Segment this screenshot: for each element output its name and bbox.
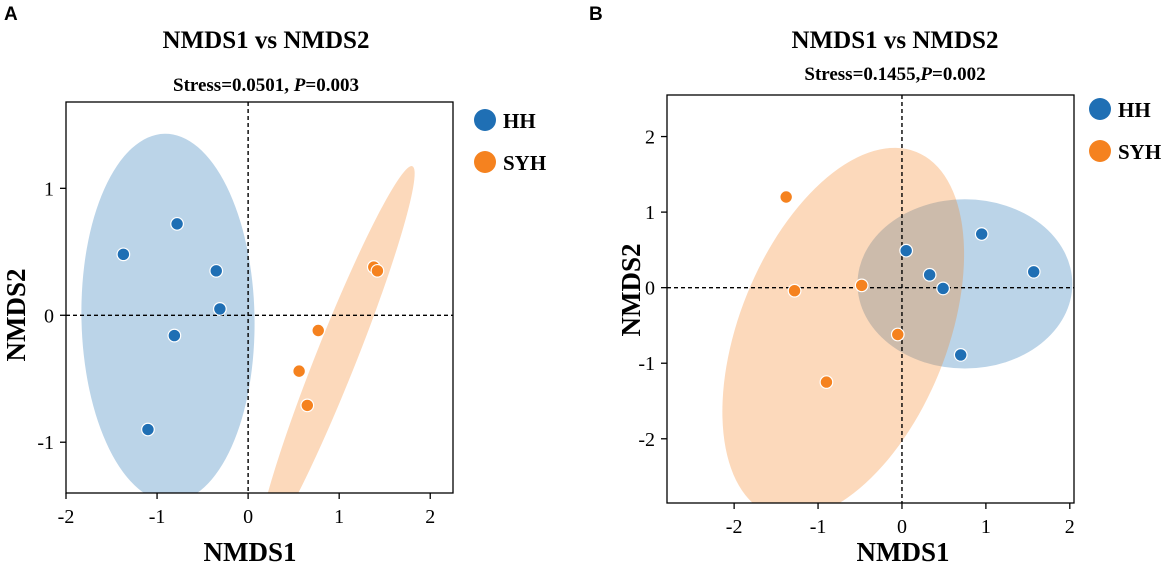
panel-a-xtick-label: 2 <box>425 506 435 528</box>
panel-a-xtick-label: 1 <box>334 506 344 528</box>
panel-b-ytick-label: -1 <box>638 353 655 375</box>
panel-b-ytick-label: 2 <box>645 127 655 149</box>
panel-b-hh-ellipse <box>857 199 1073 369</box>
panel-b-hh-point <box>1026 264 1041 279</box>
panel-a-hh-point <box>212 302 227 316</box>
panel-a-xtick-label: -1 <box>149 506 166 528</box>
panel-a-ylabel: NMDS2 <box>1 269 31 362</box>
panel-b-legend-syh-marker <box>1089 140 1111 162</box>
panel-b-hh-point <box>936 281 950 296</box>
panel-b-xlabel: NMDS1 <box>857 537 950 566</box>
panel-b-syh-point <box>779 190 794 204</box>
panel-b-plot: -2 -1 0 1 2 -2 -1 0 1 2 HH SYH <box>638 94 1161 538</box>
panel-b-syh-ellipse <box>722 147 965 503</box>
panel-b-title: NMDS1 vs NMDS2 <box>792 27 999 54</box>
panel-a-frame <box>65 101 454 494</box>
panel-a-hh-point <box>170 216 184 231</box>
panel-b-syh-point <box>854 278 869 293</box>
panel-b-ellipses <box>722 147 1073 503</box>
panel-a-legend-syh-label: SYH <box>503 151 546 175</box>
panel-b-ytick-label: 1 <box>645 202 655 224</box>
panel-a-syh-point <box>300 398 315 413</box>
panel-a-ellipses <box>81 133 415 493</box>
panel-b-syh-point <box>787 283 802 298</box>
panel-b-ytick-label: 0 <box>645 278 655 300</box>
panel-b-hh-point <box>899 243 914 258</box>
panel-b-frame <box>666 94 1075 504</box>
panel-b-hh-point <box>922 267 937 282</box>
panel-a-xtick-label: 0 <box>243 506 253 528</box>
panel-a-title: NMDS1 vs NMDS2 <box>163 27 370 54</box>
panel-b-legend-hh-marker <box>1089 98 1111 120</box>
panel-a-syh-ellipse <box>258 166 415 493</box>
panel-b-syh-point <box>890 327 905 342</box>
panel-a-subtitle: Stress=0.0501, P=0.003 <box>173 75 359 96</box>
panel-a-xtick-label: -2 <box>58 506 75 528</box>
panel-b-xtick-label: 2 <box>1065 516 1075 538</box>
panel-a-xlabel: NMDS1 <box>204 537 297 566</box>
panel-a-hh-point <box>167 328 182 343</box>
panel-a-legend-hh-marker <box>474 109 496 131</box>
panel-a-ytick-label: -1 <box>37 432 54 454</box>
panel-a-letter: A <box>4 4 18 25</box>
panel-a-hh-point <box>209 263 224 278</box>
panel-a-plot: -2 -1 0 1 2 -1 0 1 HH SYH <box>37 101 546 528</box>
panel-b-letter: B <box>589 4 603 25</box>
panel-a-hh-point <box>116 247 131 262</box>
panel-b-ylabel: NMDS2 <box>616 244 646 337</box>
panel-b-ytick-label: -2 <box>638 429 655 451</box>
panel-a-syh-point <box>311 323 326 338</box>
panel-b-legend-hh-label: HH <box>1118 98 1151 122</box>
panel-a-syh-point <box>292 364 307 379</box>
panel-b-xtick-label: -2 <box>726 516 743 538</box>
panel-b-subtitle: Stress=0.1455,P=0.002 <box>804 64 985 85</box>
panel-b-xtick-label: -1 <box>810 516 827 538</box>
panel-a-hh-ellipse <box>81 133 255 493</box>
panel-b-hh-point <box>953 348 968 362</box>
panel-a-hh-point <box>141 422 155 437</box>
panel-b-xtick-label: 1 <box>981 516 991 538</box>
panel-b-xtick-label: 0 <box>897 516 907 538</box>
panel-b-legend-syh-label: SYH <box>1118 140 1161 164</box>
panel-a-syh-point <box>370 263 385 278</box>
panel-a-legend-syh-marker <box>474 151 496 173</box>
panel-a-ytick-label: 0 <box>44 305 54 327</box>
panel-a-ytick-label: 1 <box>44 178 54 200</box>
panel-b-syh-point <box>819 375 834 390</box>
panel-b-hh-point <box>974 227 989 241</box>
panel-a-legend-hh-label: HH <box>503 109 536 133</box>
